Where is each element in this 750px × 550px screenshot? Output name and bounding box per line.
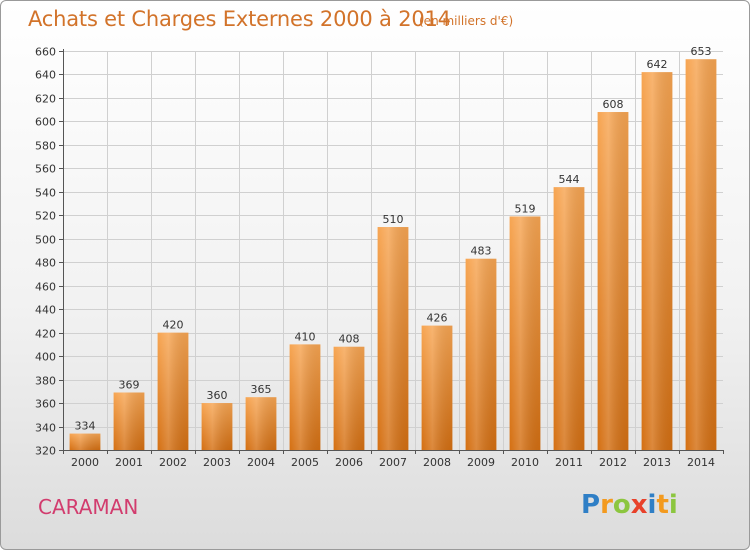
x-tick-label-2014: 2014 [687, 456, 715, 469]
x-tick-label-2003: 2003 [203, 456, 231, 469]
value-label-2009: 483 [471, 245, 492, 258]
bar-shine-2001 [113, 392, 145, 450]
y-tick-label: 620 [35, 93, 56, 106]
value-label-2013: 642 [647, 58, 668, 71]
bars [69, 59, 717, 451]
logo-letter: o [612, 490, 631, 520]
value-label-2005: 410 [295, 330, 316, 343]
y-tick-label: 520 [35, 210, 56, 223]
bar-shine-2013 [641, 72, 673, 450]
logo-letter: x [630, 490, 648, 520]
y-tick-label: 320 [35, 445, 56, 458]
x-tick-label-2000: 2000 [71, 456, 99, 469]
y-tick-label: 440 [35, 304, 56, 317]
bar-shine-2003 [201, 403, 233, 450]
chart-title: Achats et Charges Externes 2000 à 2014 [28, 7, 451, 31]
y-tick-label: 640 [35, 69, 56, 82]
y-tick-label: 500 [35, 234, 56, 247]
y-tick-label: 540 [35, 187, 56, 200]
value-label-2012: 608 [603, 98, 624, 111]
y-tick-label: 580 [35, 140, 56, 153]
place-name: CARAMAN [38, 495, 139, 519]
y-tick-label: 360 [35, 398, 56, 411]
x-tick-label-2010: 2010 [511, 456, 539, 469]
logo-letter: P [581, 490, 601, 520]
x-tick-label-2002: 2002 [159, 456, 187, 469]
bar-shine-2007 [377, 227, 409, 450]
y-tick-label: 400 [35, 351, 56, 364]
x-tick-label-2005: 2005 [291, 456, 319, 469]
y-tick-label: 600 [35, 116, 56, 129]
y-tick-label: 560 [35, 163, 56, 176]
y-tick-label: 460 [35, 281, 56, 294]
bar-shine-2010 [509, 216, 541, 450]
y-tick-label: 340 [35, 422, 56, 435]
value-label-2006: 408 [339, 333, 360, 346]
value-label-2002: 420 [163, 319, 184, 332]
bar-shine-2014 [685, 59, 717, 450]
unit-note: (en milliers d'€) [419, 14, 514, 28]
logo-letter: i [647, 490, 657, 520]
value-label-2003: 360 [207, 389, 228, 402]
x-tick-label-2007: 2007 [379, 456, 407, 469]
x-tick-label-2012: 2012 [599, 456, 627, 469]
value-label-2014: 653 [691, 45, 712, 58]
x-tick-labels: 2000 2001 2002 2003 2004 2005 2006 2007 2008 2009… [71, 456, 715, 469]
logo-letter: t [656, 490, 669, 520]
value-label-2008: 426 [427, 312, 448, 325]
x-tick-label-2006: 2006 [335, 456, 363, 469]
y-tick-labels: 320 340 360 380 400 420 440 460 480 500 520 540 560 5… [35, 46, 56, 458]
bar-shine-2009 [465, 258, 497, 450]
value-label-2010: 519 [515, 202, 536, 215]
value-label-2011: 544 [559, 173, 580, 186]
value-label-2007: 510 [383, 213, 404, 226]
bar-shine-2000 [69, 433, 101, 450]
x-tick-label-2009: 2009 [467, 456, 495, 469]
value-label-2004: 365 [251, 383, 272, 396]
y-tick-label: 480 [35, 257, 56, 270]
y-tick-label: 380 [35, 375, 56, 388]
x-tick-label-2011: 2011 [555, 456, 583, 469]
bar-shine-2006 [333, 346, 365, 450]
bar-shine-2012 [597, 112, 629, 450]
bar-shine-2002 [157, 332, 189, 450]
logo-letter: r [600, 490, 613, 520]
bar-shine-2004 [245, 397, 277, 450]
bar-shine-2008 [421, 325, 453, 450]
x-tick-label-2008: 2008 [423, 456, 451, 469]
value-label-2001: 369 [119, 378, 140, 391]
bar-shine-2005 [289, 344, 321, 450]
y-tick-label: 420 [35, 328, 56, 341]
logo-letter: i [668, 490, 678, 520]
value-label-2000: 334 [75, 420, 96, 433]
bar-shine-2011 [553, 187, 585, 451]
x-tick-label-2001: 2001 [115, 456, 143, 469]
y-tick-label: 660 [35, 46, 56, 59]
axes [59, 49, 724, 454]
proxiti-logo: Proxiti [581, 490, 678, 520]
value-labels: 334 369 420 360 365 410 408 510 426 483 519 544 608 6… [75, 45, 712, 432]
x-tick-label-2004: 2004 [247, 456, 275, 469]
x-tick-label-2013: 2013 [643, 456, 671, 469]
